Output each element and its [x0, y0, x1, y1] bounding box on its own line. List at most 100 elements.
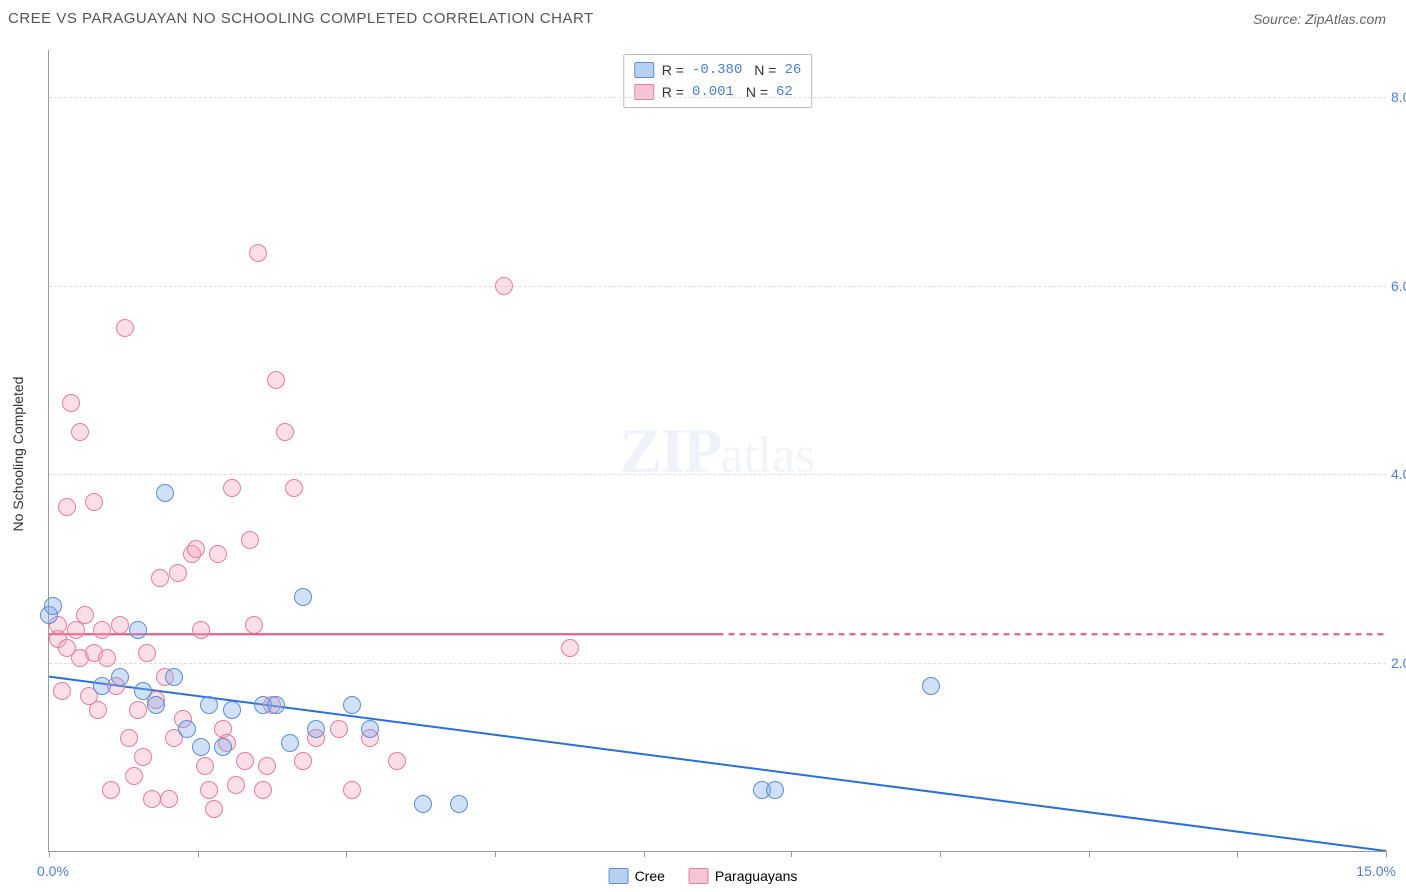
- paraguayans-point: [330, 720, 348, 738]
- paraguayans-point: [192, 621, 210, 639]
- paraguayans-point: [125, 767, 143, 785]
- paraguayans-point: [169, 564, 187, 582]
- cree-point: [450, 795, 468, 813]
- paraguayans-point: [89, 701, 107, 719]
- x-tick: [940, 851, 941, 857]
- paraguayans-point: [76, 606, 94, 624]
- chart-header: CREE VS PARAGUAYAN NO SCHOOLING COMPLETE…: [0, 0, 1406, 35]
- paraguayans-point: [71, 423, 89, 441]
- paraguayans-point: [241, 531, 259, 549]
- legend-item-paraguayans: Paraguayans: [689, 868, 798, 884]
- gridline: [49, 474, 1386, 475]
- y-tick-label: 6.0%: [1391, 278, 1406, 294]
- x-tick: [495, 851, 496, 857]
- cree-point: [922, 677, 940, 695]
- chart-title: CREE VS PARAGUAYAN NO SCHOOLING COMPLETE…: [8, 10, 594, 27]
- x-tick: [346, 851, 347, 857]
- paraguayans-point: [200, 781, 218, 799]
- cree-point: [147, 696, 165, 714]
- cree-point: [267, 696, 285, 714]
- paraguayans-point: [98, 649, 116, 667]
- stats-row-cree: R = -0.380 N = 26: [634, 59, 802, 81]
- y-tick-label: 8.0%: [1391, 89, 1406, 105]
- legend-item-cree: Cree: [609, 868, 665, 884]
- series-legend: Cree Paraguayans: [609, 868, 798, 884]
- paraguayans-point: [93, 621, 111, 639]
- cree-point: [414, 795, 432, 813]
- x-tick: [49, 851, 50, 857]
- paraguayans-point: [258, 757, 276, 775]
- paraguayans-point: [267, 371, 285, 389]
- x-min-label: 0.0%: [37, 863, 69, 879]
- x-tick: [644, 851, 645, 857]
- y-tick-label: 4.0%: [1391, 466, 1406, 482]
- y-axis-title: No Schooling Completed: [10, 377, 26, 532]
- paraguayans-point: [129, 701, 147, 719]
- paraguayans-point: [388, 752, 406, 770]
- cree-point: [178, 720, 196, 738]
- paraguayans-point: [223, 479, 241, 497]
- gridline: [49, 97, 1386, 98]
- paraguayans-point: [138, 644, 156, 662]
- stats-legend: R = -0.380 N = 26 R = 0.001 N = 62: [623, 54, 813, 108]
- paraguayans-point: [294, 752, 312, 770]
- cree-point: [214, 738, 232, 756]
- cree-swatch-icon: [609, 868, 629, 884]
- scatter-chart: ZIPatlas R = -0.380 N = 26 R = 0.001 N =…: [48, 50, 1386, 852]
- paraguayans-point: [58, 498, 76, 516]
- x-tick: [791, 851, 792, 857]
- paraguayans-point: [85, 493, 103, 511]
- paraguayans-point: [160, 790, 178, 808]
- cree-point: [223, 701, 241, 719]
- cree-point: [111, 668, 129, 686]
- x-tick: [1237, 851, 1238, 857]
- x-tick: [1089, 851, 1090, 857]
- cree-point: [766, 781, 784, 799]
- paraguayans-point: [151, 569, 169, 587]
- x-max-label: 15.0%: [1356, 863, 1396, 879]
- paraguayans-point: [120, 729, 138, 747]
- paraguayans-point: [227, 776, 245, 794]
- cree-point: [134, 682, 152, 700]
- paraguayans-point: [111, 616, 129, 634]
- paraguayans-point: [187, 540, 205, 558]
- cree-point: [93, 677, 111, 695]
- paraguayans-point: [254, 781, 272, 799]
- x-tick: [198, 851, 199, 857]
- paraguayans-point: [134, 748, 152, 766]
- paraguayans-point: [62, 394, 80, 412]
- paraguayans-point: [116, 319, 134, 337]
- stats-row-paraguayans: R = 0.001 N = 62: [634, 81, 802, 103]
- cree-point: [129, 621, 147, 639]
- cree-point: [307, 720, 325, 738]
- gridline: [49, 663, 1386, 664]
- cree-point: [281, 734, 299, 752]
- cree-point: [361, 720, 379, 738]
- x-tick: [1386, 851, 1387, 857]
- gridline: [49, 286, 1386, 287]
- cree-point: [343, 696, 361, 714]
- paraguayans-point: [285, 479, 303, 497]
- paraguayans-point: [236, 752, 254, 770]
- paraguayans-point: [209, 545, 227, 563]
- paraguayans-point: [276, 423, 294, 441]
- paraguayans-point: [245, 616, 263, 634]
- paraguayans-point: [249, 244, 267, 262]
- source-label: Source: ZipAtlas.com: [1253, 11, 1386, 27]
- cree-point: [156, 484, 174, 502]
- paraguayans-point: [205, 800, 223, 818]
- paraguayans-point: [495, 277, 513, 295]
- cree-swatch: [634, 62, 654, 78]
- cree-point: [165, 668, 183, 686]
- paraguayans-point: [143, 790, 161, 808]
- paraguayans-point: [53, 682, 71, 700]
- y-tick-label: 2.0%: [1391, 655, 1406, 671]
- paraguayans-point: [343, 781, 361, 799]
- cree-point: [294, 588, 312, 606]
- trend-lines: [49, 50, 1386, 851]
- cree-point: [192, 738, 210, 756]
- paraguayans-point: [102, 781, 120, 799]
- cree-point: [200, 696, 218, 714]
- cree-point: [44, 597, 62, 615]
- paraguayans-point: [196, 757, 214, 775]
